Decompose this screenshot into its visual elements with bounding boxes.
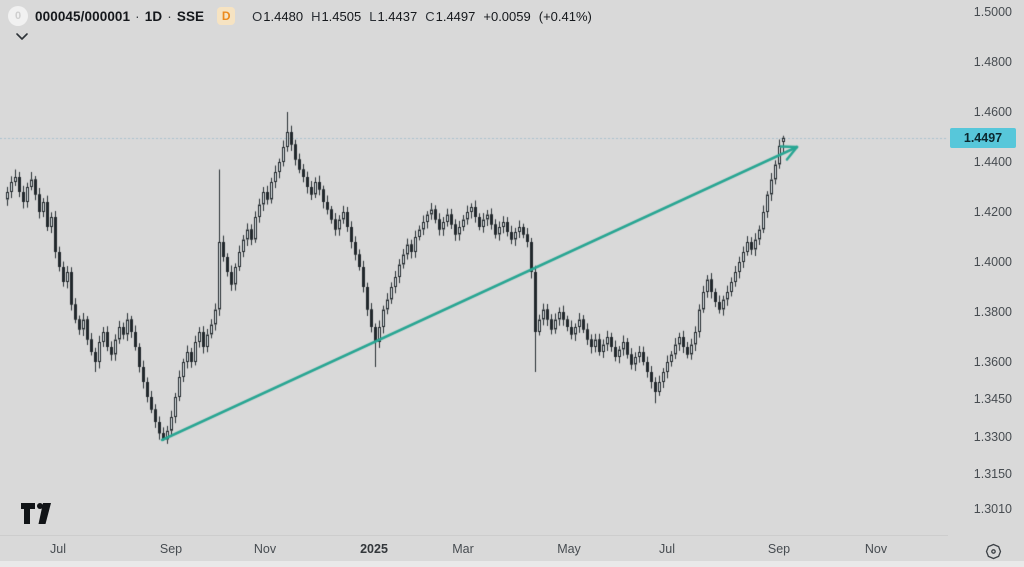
price-axis-label: 1.4800: [973, 54, 1012, 69]
price-axis-label: 1.3010: [973, 502, 1012, 516]
open-value: 1.4480: [263, 8, 304, 24]
time-axis-label: Sep: [767, 542, 791, 556]
time-axis-label: Jul: [659, 542, 675, 556]
price-axis-label: 1.3600: [973, 354, 1012, 369]
change-percent: (+0.41%): [538, 8, 592, 24]
close-label: C: [425, 8, 435, 24]
symbol-title[interactable]: 000045/000001 · 1D · SSE: [35, 9, 204, 24]
price-chart-canvas[interactable]: [0, 0, 948, 535]
change-value: +0.0059: [483, 8, 531, 24]
close-value: 1.4497: [435, 8, 476, 24]
high-label: H: [311, 8, 321, 24]
bottom-edge-strip: [0, 561, 1024, 567]
high-value: 1.4505: [321, 8, 362, 24]
price-axis-label: 1.4400: [973, 154, 1012, 169]
ohlc-values: O 1.4480 H 1.4505 L 1.4437 C 1.4497 +0.0059 …: [252, 9, 592, 24]
time-axis-label: Sep: [159, 542, 183, 556]
time-axis-label: Nov: [864, 542, 888, 556]
price-axis-label: 1.3300: [973, 429, 1012, 444]
time-axis[interactable]: Jul Sep Nov 2025 Mar May Jul Sep Nov: [0, 535, 948, 562]
time-axis-label: Jul: [50, 542, 66, 556]
symbol-legend: 0 000045/000001 · 1D · SSE D O 1.4480 H 1.…: [8, 6, 592, 26]
price-axis-label: 1.3450: [973, 392, 1012, 406]
price-axis-label: 1.3800: [973, 304, 1012, 319]
symbol-logo-icon: 0: [8, 6, 28, 26]
price-axis-label: 1.4000: [973, 254, 1012, 269]
price-axis-label: 1.4600: [973, 104, 1012, 119]
symbol-interval: 1D: [144, 8, 163, 24]
low-value: 1.4437: [377, 8, 418, 24]
separator-dot: ·: [135, 8, 140, 24]
low-label: L: [369, 8, 377, 24]
time-axis-label: 2025: [360, 542, 388, 556]
symbol-exchange: SSE: [176, 8, 205, 24]
price-axis-label: 1.5000: [973, 4, 1012, 19]
last-price-label: 1.4497: [950, 127, 1016, 148]
price-axis[interactable]: 1.4497 1.5000 1.4800 1.4600 1.4400 1.4200 1.4…: [948, 0, 1024, 535]
symbol-name: 000045/000001: [35, 8, 131, 24]
tradingview-logo[interactable]: [20, 500, 56, 527]
price-axis-label: 1.3150: [973, 467, 1012, 481]
axis-settings-gear-icon[interactable]: [983, 541, 1003, 561]
time-axis-label: Nov: [253, 542, 277, 556]
interval-badge: D: [217, 7, 236, 25]
time-axis-label: Mar: [452, 542, 474, 556]
time-axis-label: May: [557, 542, 581, 556]
separator-dot: ·: [167, 8, 172, 24]
price-axis-label: 1.4200: [973, 204, 1012, 219]
open-label: O: [252, 8, 263, 24]
legend-collapse-chevron-down-icon[interactable]: [14, 30, 30, 44]
